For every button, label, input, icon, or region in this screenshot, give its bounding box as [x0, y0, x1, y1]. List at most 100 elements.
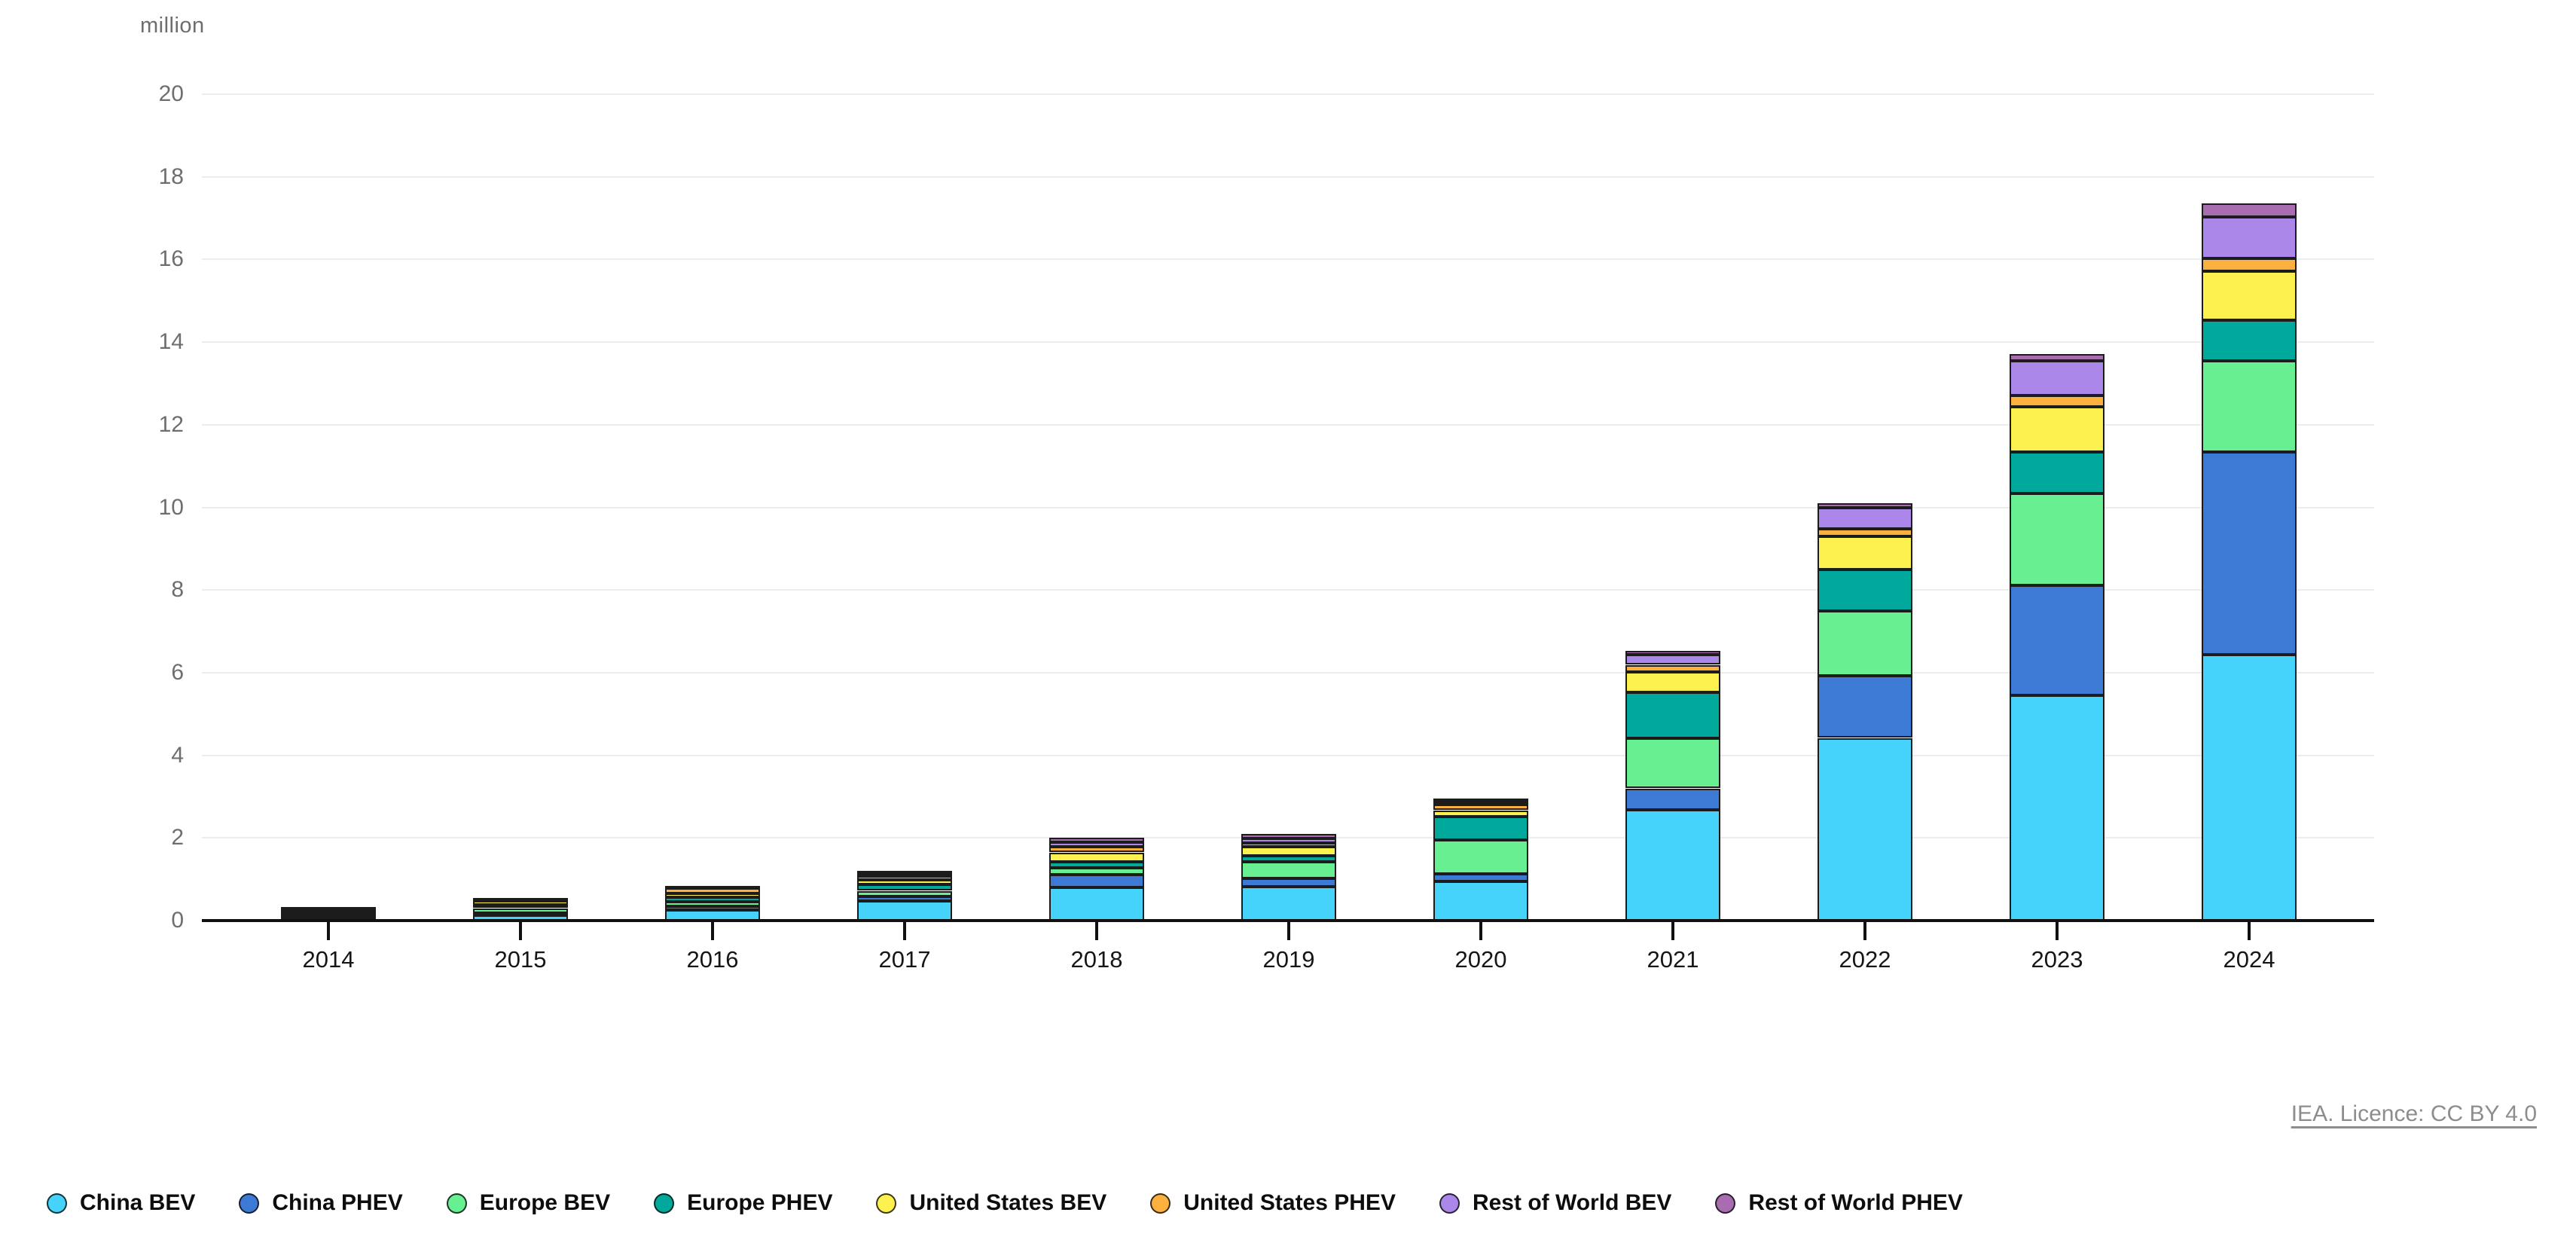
bar-segment[interactable]	[1241, 838, 1336, 844]
bar-segment[interactable]	[2202, 320, 2297, 362]
y-axis-tick-label: 4	[171, 742, 184, 768]
bar-segment[interactable]	[2202, 452, 2297, 655]
bar-segment[interactable]	[1241, 843, 1336, 848]
bar-segment[interactable]	[1241, 847, 1336, 856]
bar-segment[interactable]	[1433, 805, 1528, 811]
bar-segment[interactable]	[2202, 203, 2297, 217]
x-axis-tick	[1479, 921, 1482, 940]
bar-segment[interactable]	[1433, 817, 1528, 840]
x-axis-tick	[903, 921, 906, 940]
bar-segment[interactable]	[1049, 842, 1144, 848]
bar-segment[interactable]	[1049, 847, 1144, 853]
bar-segment[interactable]	[473, 908, 568, 914]
bar-segment[interactable]	[665, 901, 760, 906]
bar-segment[interactable]	[665, 885, 760, 889]
legend-swatch-icon	[446, 1193, 467, 1214]
x-axis-year-label: 2014	[302, 946, 355, 973]
bar-segment[interactable]	[1818, 507, 1912, 529]
bar-segment[interactable]	[857, 873, 952, 877]
bar-segment[interactable]	[665, 897, 760, 902]
bar-segment[interactable]	[281, 915, 376, 918]
bar-segment[interactable]	[1049, 887, 1144, 921]
bar-segment[interactable]	[857, 900, 952, 921]
bar-segment[interactable]	[1625, 788, 1720, 810]
bar-segment[interactable]	[1433, 881, 1528, 921]
bar-segment[interactable]	[2010, 695, 2104, 921]
bar-segment[interactable]	[1818, 675, 1912, 738]
gridline	[202, 176, 2374, 178]
bar-segment[interactable]	[1241, 878, 1336, 887]
bar-segment[interactable]	[1241, 833, 1336, 839]
licence-link[interactable]: IEA. Licence: CC BY 4.0	[2291, 1101, 2537, 1126]
bar-segment[interactable]	[2202, 655, 2297, 921]
bar-segment[interactable]	[1625, 810, 1720, 921]
bar-segment[interactable]	[1625, 738, 1720, 789]
legend-item[interactable]: Rest of World BEV	[1439, 1190, 1671, 1216]
bar-segment[interactable]	[1625, 672, 1720, 692]
bar-segment[interactable]	[2010, 452, 2104, 493]
bar-segment[interactable]	[1049, 874, 1144, 888]
bar-segment[interactable]	[1818, 503, 1912, 508]
bar-segment[interactable]	[1433, 874, 1528, 881]
bar-segment[interactable]	[1818, 569, 1912, 611]
bar-segment[interactable]	[2202, 258, 2297, 272]
bar-segment[interactable]	[665, 906, 760, 911]
bar-segment[interactable]	[1433, 840, 1528, 874]
bar-segment[interactable]	[1625, 692, 1720, 738]
legend-item[interactable]: China BEV	[47, 1190, 195, 1216]
bar-segment[interactable]	[665, 893, 760, 898]
bar-segment[interactable]	[281, 906, 376, 910]
bar-segment[interactable]	[1625, 664, 1720, 673]
x-axis-year-label: 2019	[1262, 946, 1315, 973]
bar-segment[interactable]	[1241, 862, 1336, 878]
bar-segment[interactable]	[1625, 655, 1720, 665]
bar-segment[interactable]	[1241, 855, 1336, 863]
bar-segment[interactable]	[857, 890, 952, 897]
bar-segment[interactable]	[857, 880, 952, 884]
bar-segment[interactable]	[2010, 585, 2104, 696]
x-axis-tick	[519, 921, 522, 940]
legend-item[interactable]: China PHEV	[239, 1190, 403, 1216]
legend-item[interactable]: Europe PHEV	[654, 1190, 832, 1216]
bar-segment[interactable]	[1049, 838, 1144, 843]
gridline	[202, 341, 2374, 344]
bar-segment[interactable]	[1818, 536, 1912, 570]
bar-segment[interactable]	[1818, 610, 1912, 676]
bar-segment[interactable]	[1818, 738, 1912, 921]
bar-segment[interactable]	[2202, 271, 2297, 320]
bar-segment[interactable]	[2202, 216, 2297, 258]
bar-segment[interactable]	[1625, 651, 1720, 655]
bar-segment[interactable]	[1049, 861, 1144, 868]
legend-item[interactable]: United States BEV	[876, 1190, 1106, 1216]
bar-segment[interactable]	[1433, 798, 1528, 802]
bar-segment[interactable]	[2010, 407, 2104, 452]
x-axis-tick	[1863, 921, 1866, 940]
bar-segment[interactable]	[1241, 887, 1336, 921]
bar-segment[interactable]	[1049, 867, 1144, 875]
gridline	[202, 423, 2374, 426]
bar-segment[interactable]	[857, 896, 952, 901]
bar-segment[interactable]	[1818, 529, 1912, 536]
legend-item[interactable]: United States PHEV	[1150, 1190, 1396, 1216]
bar-segment[interactable]	[2010, 395, 2104, 408]
bar-segment[interactable]	[473, 898, 568, 902]
y-axis-tick-label: 2	[171, 825, 184, 851]
bar-segment[interactable]	[2010, 361, 2104, 396]
bar-segment[interactable]	[1433, 810, 1528, 817]
legend-item[interactable]: Europe BEV	[446, 1190, 610, 1216]
bar-segment[interactable]	[281, 911, 376, 915]
bar-segment[interactable]	[473, 913, 568, 917]
bar-segment[interactable]	[857, 884, 952, 891]
bar-segment[interactable]	[2010, 353, 2104, 362]
bar-segment[interactable]	[857, 876, 952, 881]
x-axis-tick	[2248, 921, 2251, 940]
bar-segment[interactable]	[1049, 852, 1144, 862]
bar-segment[interactable]	[473, 904, 568, 909]
bar-segment[interactable]	[2010, 493, 2104, 586]
legend-item[interactable]: Rest of World PHEV	[1715, 1190, 1963, 1216]
bar-segment[interactable]	[857, 871, 952, 875]
bar-segment[interactable]	[1433, 802, 1528, 805]
x-axis-year-label: 2024	[2223, 946, 2275, 973]
bar-segment[interactable]	[2202, 361, 2297, 452]
